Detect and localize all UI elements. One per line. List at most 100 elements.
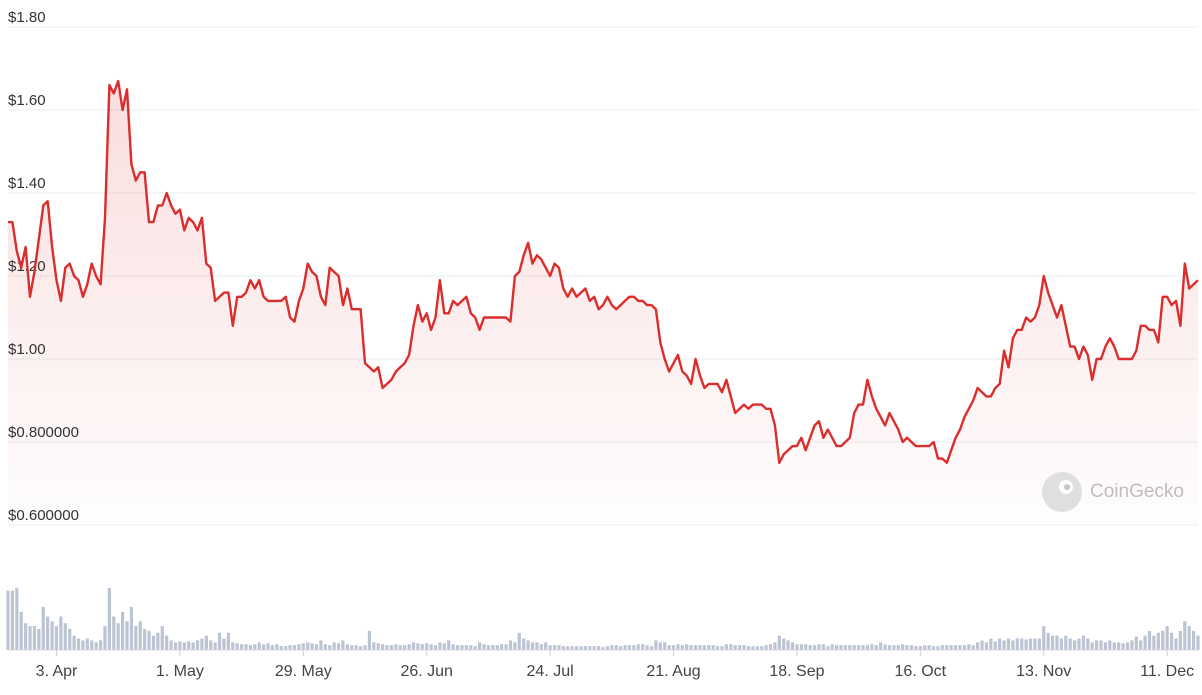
- volume-bar: [1090, 642, 1094, 650]
- volume-bar: [764, 645, 768, 650]
- volume-bar: [292, 645, 297, 650]
- volume-bar: [632, 645, 636, 650]
- volume-bar: [1028, 638, 1033, 650]
- volume-bar: [235, 643, 239, 650]
- volume-bar: [557, 645, 561, 650]
- x-tick-label: 29. May: [275, 663, 332, 680]
- volume-bar: [363, 645, 367, 650]
- volume-bar: [297, 644, 301, 650]
- volume-bar: [795, 644, 799, 650]
- volume-bar: [751, 646, 755, 650]
- price-line: [8, 79, 1199, 464]
- volume-bar: [257, 642, 261, 650]
- volume-bar: [1072, 640, 1077, 650]
- volume-bar: [403, 645, 407, 650]
- volume-bar: [1139, 640, 1143, 650]
- volume-bar: [59, 616, 63, 650]
- volume-bar: [37, 628, 41, 650]
- volume-bar: [120, 611, 125, 650]
- x-tick-label: 13. Nov: [1016, 663, 1071, 680]
- volume-bar: [548, 645, 552, 650]
- volume-bar: [1086, 638, 1090, 650]
- volume-bar: [989, 638, 993, 650]
- volume-bar: [724, 644, 729, 650]
- volume-bar: [1011, 640, 1015, 650]
- x-tick-label: 18. Sep: [769, 663, 824, 680]
- y-tick-label: $1.00: [8, 341, 46, 358]
- volume-bar: [1134, 636, 1138, 650]
- volume-bar: [852, 645, 856, 650]
- watermark-text: CoinGecko: [1090, 481, 1184, 502]
- volume-bar: [46, 616, 50, 650]
- volume-bar: [381, 644, 385, 650]
- volume-bar: [610, 645, 614, 650]
- volume-bar: [345, 644, 349, 650]
- volume-bar: [984, 642, 989, 650]
- volume-bar: [671, 645, 676, 650]
- volume-bar: [143, 628, 147, 650]
- volume-bar: [663, 642, 667, 650]
- volume-bar: [204, 635, 208, 650]
- volume-bar: [178, 641, 182, 650]
- volume-bar: [1108, 640, 1112, 650]
- volume-bar: [729, 644, 733, 650]
- volume-bar: [976, 642, 980, 650]
- volume-bar: [883, 644, 887, 650]
- volume-bar: [129, 606, 134, 650]
- volume-bar: [715, 646, 720, 650]
- volume-bar: [50, 621, 54, 650]
- volume-bar: [1117, 642, 1121, 650]
- volume-bar: [41, 606, 45, 650]
- volume-bar: [927, 645, 931, 650]
- x-tick-label: 24. Jul: [527, 663, 574, 680]
- volume-bar: [455, 645, 460, 650]
- area: [8, 81, 1198, 525]
- volume-bar: [773, 642, 777, 650]
- volume-bar: [596, 646, 601, 650]
- volume-bar: [953, 645, 958, 650]
- volume-bar: [887, 645, 892, 650]
- x-tick-label: 26. Jun: [400, 663, 452, 680]
- volume-bar: [1042, 626, 1046, 650]
- volume-bar: [28, 626, 32, 650]
- volume-bar: [262, 644, 266, 650]
- volume-bar: [469, 645, 473, 650]
- volume-bar: [1125, 642, 1130, 650]
- volume-bar: [1037, 638, 1041, 650]
- volume-bar: [306, 642, 310, 650]
- volume-bar: [72, 635, 76, 650]
- volume-bar: [90, 640, 94, 650]
- y-tick-label: $1.80: [8, 9, 46, 26]
- volume-bar: [209, 640, 213, 650]
- volume-bar: [658, 642, 662, 650]
- volume-bar: [442, 643, 446, 650]
- x-tick-label: 3. Apr: [36, 663, 78, 680]
- volume-bar: [601, 647, 605, 650]
- volume-bar: [231, 642, 235, 650]
- volume-bar: [438, 642, 442, 650]
- volume-bar: [755, 646, 759, 650]
- volume-bar: [416, 643, 420, 650]
- volume-bar: [1024, 639, 1028, 650]
- volume-bar: [707, 645, 711, 650]
- volume-bar: [936, 646, 940, 650]
- volume-bar: [931, 646, 936, 650]
- volume-bar: [165, 635, 169, 650]
- volume-bar: [411, 642, 416, 650]
- volume-bar: [967, 644, 971, 650]
- volume-bar: [1103, 642, 1108, 650]
- volume-bar: [733, 645, 737, 650]
- x-tick-label: 1. May: [156, 663, 204, 680]
- volume-bar: [244, 644, 248, 650]
- volume-bar: [909, 645, 914, 650]
- volume-bar: [865, 645, 870, 650]
- volume-bar: [993, 641, 997, 650]
- volume-bar: [1165, 626, 1169, 650]
- volume-bar: [574, 646, 579, 650]
- volume-bar: [213, 642, 217, 650]
- watermark: CoinGecko: [1042, 472, 1184, 512]
- volume-bar: [654, 640, 658, 650]
- volume-bar: [464, 645, 468, 650]
- volume-bar: [156, 632, 160, 650]
- volume-bar: [253, 644, 257, 650]
